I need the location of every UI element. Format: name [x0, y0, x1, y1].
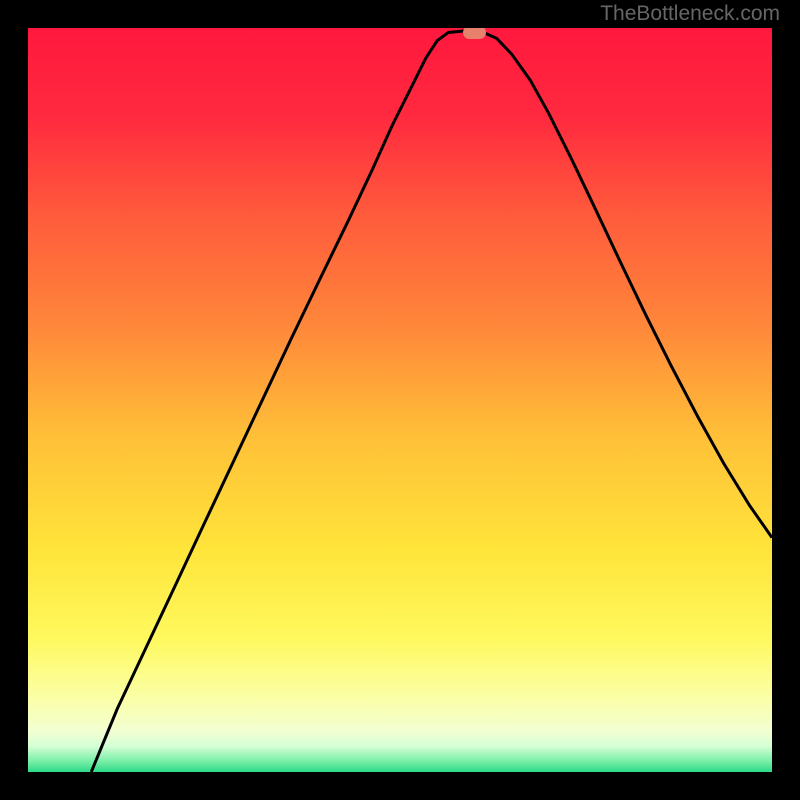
minimum-marker	[463, 28, 485, 39]
plot-area	[28, 28, 772, 772]
chart-frame: TheBottleneck.com	[0, 0, 800, 800]
bottleneck-curve	[28, 28, 772, 772]
watermark-text: TheBottleneck.com	[600, 2, 780, 26]
